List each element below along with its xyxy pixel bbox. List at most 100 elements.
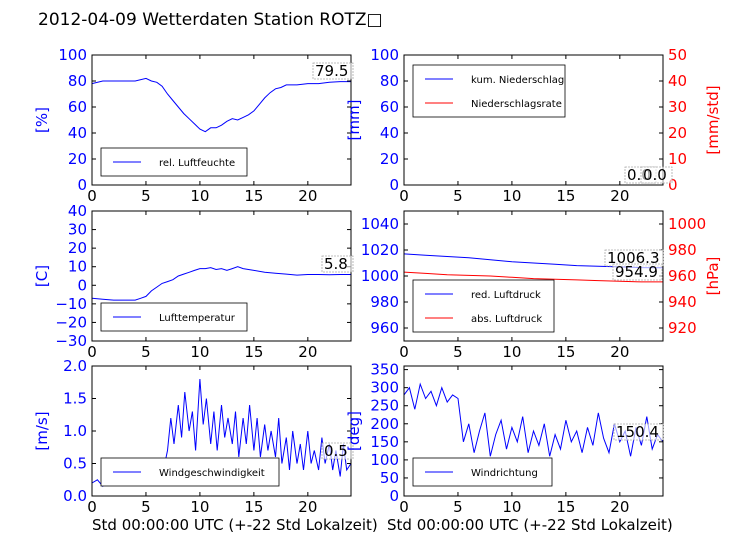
y-tick-label-bottom-right: 50 — [380, 469, 399, 487]
y-tick-label-top-right: 60 — [380, 98, 399, 116]
y-tick-label-bottom-left: 0.5 — [63, 455, 87, 473]
panel-bottom-left: 0 5 10 15 20 0.0 0.5 1.0 1.5 2.0 [m/s] Windgeschwin… — [33, 357, 354, 516]
x-tick-label-bottom-right: 15 — [556, 498, 575, 516]
y2-tick-label-middle-right: 980 — [668, 241, 697, 259]
y-tick-label-middle-right: 1020 — [361, 241, 399, 259]
x-tick-label-middle-left: 10 — [190, 343, 209, 361]
y-axis-label-top-right: [mm] — [345, 100, 363, 141]
panel-middle-right: 0 5 10 15 20 960 980 1000 1020 1040 920 940 960 980 10… — [361, 210, 722, 361]
x-tick-label-middle-right: 10 — [502, 343, 521, 361]
y2-tick-label-middle-right: 920 — [668, 319, 697, 337]
y-tick-label-top-left: 0 — [77, 176, 87, 194]
y-tick-label-bottom-right: 150 — [370, 433, 399, 451]
y-tick-label-bottom-right: 300 — [370, 379, 399, 397]
x-tick-label-middle-left: 5 — [141, 343, 151, 361]
y-tick-label-middle-left: −20 — [55, 313, 87, 331]
x-tick-label-bottom-right: 20 — [610, 498, 629, 516]
y-tick-label-bottom-right: 0 — [389, 487, 399, 505]
x-tick-label-bottom-right: 5 — [453, 498, 463, 516]
plot-frame-middle-left — [91, 210, 352, 342]
x-tick-label-middle-right: 5 — [453, 343, 463, 361]
value-annotation-middle-right: 1006.3 — [607, 249, 660, 267]
panel-top-right: 0 5 10 15 20 0 20 40 60 80 100 0 10 20 30 40 50 [mm] [mm/s… — [345, 46, 722, 205]
x-tick-label-middle-left: 15 — [244, 343, 263, 361]
x-tick-label-bottom-left: 10 — [190, 498, 209, 516]
value-annotation-bottom-left: 0.5 — [324, 442, 348, 460]
legend-top-left: rel. Luftfeuchte — [100, 147, 248, 177]
x-tick-label-top-right: 20 — [610, 187, 629, 205]
x-axis-label-left: Std 00:00:00 UTC (+-22 Std Lokalzeit) — [92, 516, 378, 534]
legend-label: kum. Niederschlag — [471, 75, 564, 86]
legend-label: red. Luftdruck — [471, 290, 541, 301]
y-tick-label-top-right: 80 — [380, 72, 399, 90]
y-tick-label-bottom-right: 250 — [370, 397, 399, 415]
y-axis-label-bottom-left: [m/s] — [33, 411, 51, 450]
y2-axis-label-top-right: [mm/std] — [704, 85, 722, 154]
x-tick-label-bottom-right: 0 — [399, 498, 409, 516]
value-annotation-middle-left: 5.8 — [324, 255, 348, 273]
x-tick-label-top-right: 0 — [399, 187, 409, 205]
x-tick-label-bottom-left: 15 — [244, 498, 263, 516]
y2-tick-label-top-right: 30 — [668, 98, 687, 116]
x-tick-label-middle-right: 0 — [399, 343, 409, 361]
y-axis-label-top-left: [%] — [33, 107, 51, 133]
y-tick-label-middle-left: 10 — [68, 258, 87, 276]
y-tick-label-bottom-left: 2.0 — [63, 357, 87, 375]
legend-box — [412, 279, 555, 333]
y-tick-label-bottom-left: 1.0 — [63, 422, 87, 440]
x-tick-label-top-left: 20 — [298, 187, 317, 205]
x-tick-label-top-left: 0 — [87, 187, 97, 205]
y-tick-label-top-left: 60 — [68, 98, 87, 116]
y-tick-label-top-left: 40 — [68, 124, 87, 142]
x-tick-label-top-left: 10 — [190, 187, 209, 205]
series-line-middle-left-0 — [91, 266, 351, 301]
legend-label: Lufttemperatur — [159, 313, 236, 324]
y-tick-label-top-right: 0 — [389, 176, 399, 194]
legend-box — [412, 457, 553, 487]
x-tick-label-middle-right: 15 — [556, 343, 575, 361]
y2-tick-label-middle-right: 960 — [668, 267, 697, 285]
legend-label: Niederschlagsrate — [471, 99, 562, 110]
y-tick-label-top-left: 20 — [68, 150, 87, 168]
x-tick-label-bottom-left: 0 — [87, 498, 97, 516]
x-tick-label-bottom-left: 5 — [141, 498, 151, 516]
y-tick-label-top-left: 80 — [68, 72, 87, 90]
y-tick-label-bottom-right: 100 — [370, 451, 399, 469]
y2-tick-label-top-right: 20 — [668, 124, 687, 142]
legend-bottom-left: Windgeschwindigkeit — [100, 457, 280, 487]
y-axis-label-bottom-right: [deg] — [345, 411, 363, 451]
y-tick-label-top-left: 100 — [58, 46, 87, 64]
x-tick-label-middle-right: 20 — [610, 343, 629, 361]
plot-frame-top-left — [91, 54, 352, 186]
legend-label: rel. Luftfeuchte — [159, 158, 235, 169]
y-tick-label-top-right: 20 — [380, 150, 399, 168]
x-tick-label-bottom-right: 10 — [502, 498, 521, 516]
value-annotation-top-right: 0.0 — [643, 166, 667, 184]
legend-middle-left: Lufttemperatur — [100, 302, 248, 332]
value-box — [321, 255, 354, 273]
legend-box — [412, 64, 566, 118]
y-tick-label-middle-right: 1040 — [361, 215, 399, 233]
y-tick-label-middle-left: −10 — [55, 295, 87, 313]
y-tick-label-bottom-left: 0.0 — [63, 487, 87, 505]
value-box — [612, 263, 663, 281]
y-tick-label-middle-right: 1000 — [361, 267, 399, 285]
y-tick-label-bottom-right: 350 — [370, 361, 399, 379]
y-tick-label-middle-right: 960 — [370, 319, 399, 337]
value-box — [613, 423, 664, 441]
x-tick-label-middle-left: 20 — [298, 343, 317, 361]
series-line-middle-right-1 — [403, 271, 663, 283]
y-tick-label-middle-left: 20 — [68, 239, 87, 257]
y-tick-label-middle-left: 30 — [68, 221, 87, 239]
y2-tick-label-middle-right: 1000 — [668, 215, 706, 233]
panel-middle-left: 0 5 10 15 20−30−20−10010203040[C]Lufttempera… — [33, 202, 354, 361]
y-tick-label-top-right: 40 — [380, 124, 399, 142]
legend-top-right: kum. Niederschlag Niederschlagsrate — [412, 64, 566, 118]
x-tick-label-top-left: 15 — [244, 187, 263, 205]
y-tick-label-bottom-left: 1.5 — [63, 390, 87, 408]
panel-bottom-right: 0 5 10 15 20050100150200250300350[deg]Windri… — [345, 361, 664, 516]
value-annotation-top-left: 79.5 — [315, 62, 348, 80]
legend-middle-right: red. Luftdruck abs. Luftdruck — [412, 279, 555, 333]
chart-title: 2012-04-09 Wetterdaten Station ROTZ□ — [38, 10, 383, 30]
